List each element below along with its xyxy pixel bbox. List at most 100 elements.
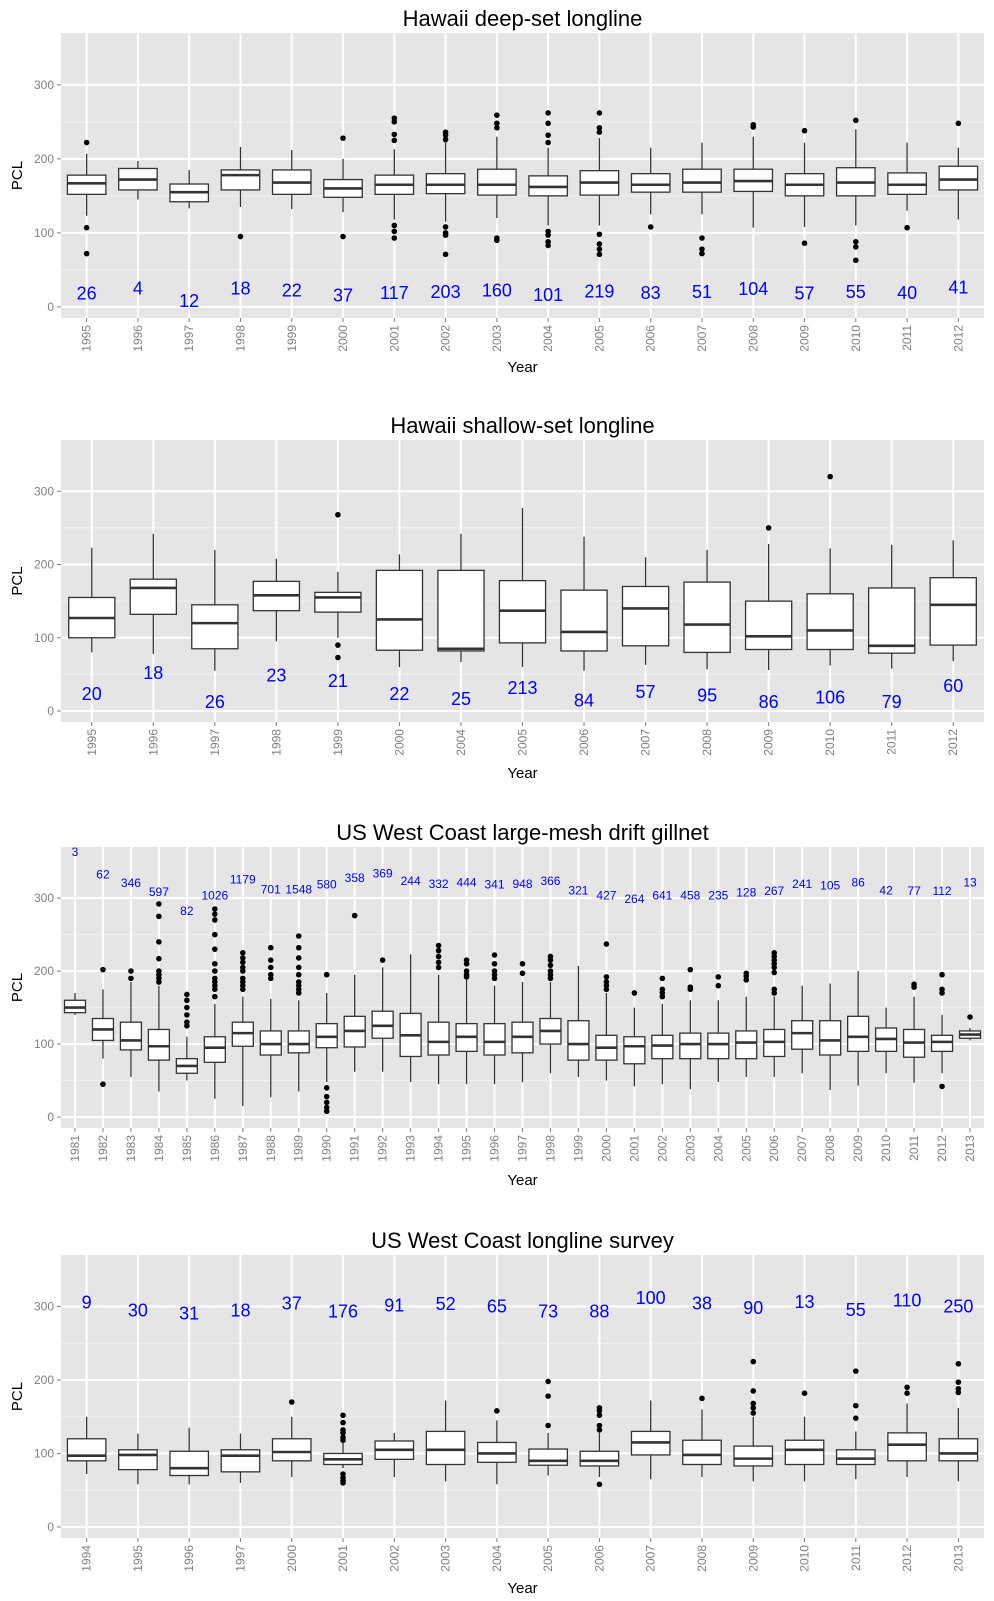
x-tick-label: 1985	[180, 1135, 194, 1162]
y-tick-label: 100	[34, 1037, 54, 1051]
outlier-point	[237, 233, 244, 240]
sample-size-label: 90	[743, 1298, 763, 1318]
y-tick-label: 0	[47, 300, 54, 314]
box-2013	[958, 1014, 982, 1041]
outlier-point	[545, 120, 551, 127]
box-iqr	[682, 168, 722, 193]
sample-size-label: 106	[815, 688, 845, 708]
outlier-point	[128, 975, 134, 982]
box-2002	[425, 129, 466, 258]
y-tick-label: 0	[47, 704, 54, 718]
sample-size-label: 13	[795, 1292, 815, 1312]
outlier-point	[955, 1389, 962, 1396]
box-iqr	[427, 1021, 450, 1056]
x-tick-label: 1997	[182, 325, 196, 352]
outlier-point	[699, 250, 705, 257]
box-2004	[528, 110, 569, 249]
outlier-point	[771, 969, 778, 976]
sample-size-label: 13	[963, 875, 977, 889]
outlier-point	[391, 119, 398, 125]
outlier-point	[801, 1390, 808, 1396]
outlier-point	[323, 1108, 330, 1115]
outlier-point	[212, 906, 218, 912]
sample-size-label: 100	[636, 1288, 666, 1308]
plot-background	[61, 33, 984, 318]
outlier-point	[442, 232, 449, 238]
sample-size-label: 82	[180, 904, 194, 918]
x-tick-label: 2011	[849, 1545, 863, 1571]
outlier-point	[750, 1410, 757, 1416]
sample-size-label: 86	[759, 692, 779, 712]
box-iqr	[119, 1021, 143, 1051]
y-tick-label: 0	[47, 1520, 54, 1534]
chart-panel-4: 0 100 200 300 1994 1995 1996 1997 2000 2001 2002 20…	[9, 1228, 984, 1597]
outlier-point	[659, 993, 666, 1000]
box-iqr	[744, 600, 793, 651]
x-tick-label: 2010	[879, 1135, 893, 1162]
outlier-point	[715, 982, 722, 989]
outlier-point	[596, 110, 603, 116]
sample-size-label: 9	[82, 1293, 92, 1313]
box-iqr	[679, 1032, 702, 1060]
x-tick-label: 2011	[907, 1135, 921, 1161]
x-tick-label: 2012	[946, 729, 960, 756]
y-tick-label: 300	[34, 891, 54, 905]
box-2001	[323, 1412, 363, 1486]
outlier-point	[463, 960, 470, 967]
chart-title: US West Coast large-mesh drift gillnet	[336, 820, 709, 845]
box-2000	[323, 135, 363, 240]
outlier-point	[596, 246, 603, 252]
box-iqr	[735, 1030, 758, 1060]
outlier-point	[212, 960, 218, 967]
box-1996	[118, 161, 158, 200]
outlier-point	[288, 1399, 295, 1405]
box-iqr	[271, 1438, 312, 1462]
outlier-point	[212, 931, 218, 938]
sample-size-label: 110	[893, 1290, 922, 1310]
box-iqr	[683, 581, 731, 654]
box-iqr	[314, 591, 362, 613]
outlier-point	[212, 993, 218, 1000]
outlier-point	[491, 975, 498, 982]
x-tick-label: 1983	[124, 1135, 138, 1162]
outlier-point	[545, 232, 551, 238]
sample-size-label: 12	[179, 291, 199, 311]
box-1992	[371, 957, 394, 1072]
x-tick-label: 2003	[683, 1135, 697, 1162]
sample-size-label: 358	[345, 871, 365, 885]
box-iqr	[66, 174, 107, 196]
box-iqr	[784, 1439, 825, 1466]
box-2005	[498, 508, 547, 668]
box-1982	[91, 966, 115, 1088]
x-tick-label: 2003	[439, 1545, 453, 1572]
sample-size-label: 65	[487, 1296, 507, 1316]
box-iqr	[375, 569, 424, 651]
sample-size-label: 20	[82, 684, 102, 704]
x-tick-label: 2012	[935, 1135, 949, 1162]
box-iqr	[867, 587, 916, 654]
sample-size-label: 112	[932, 884, 951, 898]
x-tick-label: 2010	[823, 729, 837, 756]
outlier-point	[603, 986, 610, 993]
outlier-point	[83, 250, 90, 257]
outlier-point	[391, 137, 398, 144]
sample-size-label: 458	[680, 889, 700, 903]
sample-size-label: 701	[261, 883, 281, 897]
outlier-point	[184, 991, 190, 998]
sample-size-label: 57	[795, 283, 815, 303]
outlier-point	[435, 953, 442, 960]
box-iqr	[707, 1032, 730, 1060]
x-tick-label: 1998	[233, 325, 247, 352]
sample-size-label: 52	[436, 1294, 456, 1314]
x-tick-label: 1988	[264, 1135, 278, 1162]
outlier-point	[545, 1393, 551, 1399]
box-1995	[66, 139, 107, 257]
outlier-point	[442, 136, 449, 143]
y-tick-label: 200	[34, 558, 54, 572]
sample-size-label: 41	[948, 278, 968, 298]
box-iqr	[220, 1449, 261, 1473]
box-1993	[399, 954, 422, 1083]
box-2002	[651, 975, 674, 1085]
box-iqr	[425, 1430, 466, 1466]
box-iqr	[938, 165, 979, 191]
